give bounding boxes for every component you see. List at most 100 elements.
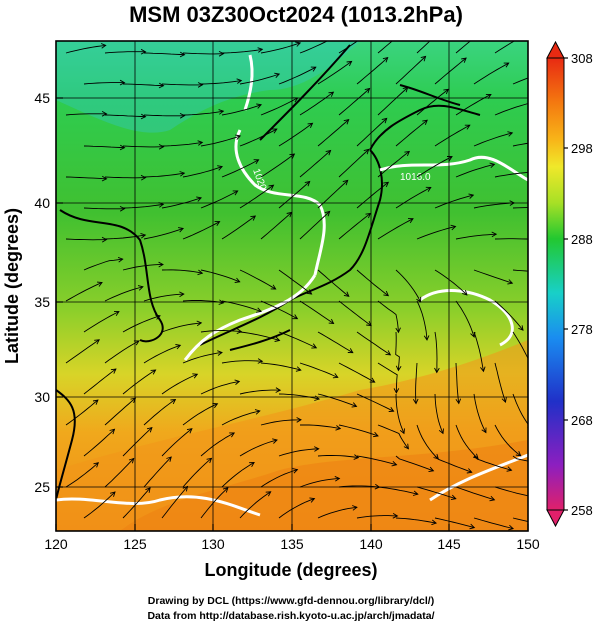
streamline (395, 517, 437, 524)
streamline (473, 331, 484, 372)
streamline-arrowhead (179, 51, 186, 58)
streamline (143, 227, 184, 240)
streamline-arrowhead (383, 290, 390, 297)
streamline (494, 103, 528, 116)
streamline-arrowhead (109, 491, 116, 497)
streamline (122, 427, 153, 457)
streamline (317, 269, 350, 297)
streamline (416, 88, 449, 116)
streamline (455, 486, 495, 501)
streamline (260, 469, 298, 488)
streamline (299, 424, 341, 430)
wind-streamlines (65, 41, 534, 531)
streamline (434, 455, 472, 473)
streamline-arrowhead (425, 186, 432, 192)
streamline (182, 52, 224, 55)
x-tick-label: 120 (44, 536, 68, 552)
streamline-arrowhead (192, 373, 199, 379)
streamline-arrowhead (257, 358, 264, 364)
streamline (200, 330, 242, 333)
streamline-arrowhead (140, 232, 147, 239)
streamline (104, 340, 140, 364)
streamline (377, 362, 398, 393)
streamline-arrowhead (214, 221, 221, 227)
streamline-arrowhead (179, 171, 186, 177)
streamline-arrowhead (468, 193, 475, 199)
streamline (239, 184, 274, 209)
streamline (434, 194, 474, 209)
streamline-arrowhead (412, 398, 419, 405)
streamline (338, 485, 380, 488)
streamline (377, 87, 409, 116)
streamline (200, 190, 238, 209)
streamline (395, 56, 426, 85)
streamline-arrowhead (101, 175, 108, 182)
streamline (356, 269, 389, 297)
streamline-arrowhead (489, 495, 496, 502)
colorbar-tick-label: 278 (571, 322, 593, 337)
streamline (377, 486, 418, 495)
streamline (512, 269, 528, 272)
y-tick-label: 45 (34, 90, 50, 106)
streamline (200, 380, 240, 395)
streamline-arrowhead (529, 362, 533, 367)
streamline-arrowhead (292, 468, 299, 474)
streamline (161, 486, 188, 519)
streamline (221, 159, 259, 178)
streamline (317, 119, 349, 147)
streamline-arrowhead (529, 101, 534, 106)
streamline (377, 218, 414, 240)
streamline (377, 41, 393, 54)
streamline-arrowhead (256, 307, 262, 313)
streamline-arrowhead (352, 505, 358, 511)
streamline (260, 419, 302, 426)
streamline (317, 393, 357, 407)
cold-region-northeast (56, 41, 360, 133)
streamline-arrowhead (119, 205, 126, 212)
streamline (299, 41, 329, 54)
streamline (434, 124, 471, 147)
streamline-arrowhead (158, 144, 165, 150)
streamline (317, 506, 357, 519)
streamline (278, 269, 312, 295)
credit-data-source: Data from http://database.rish.kyoto-u.a… (147, 610, 434, 622)
streamline (494, 172, 528, 178)
streamline (473, 455, 512, 471)
streamline-arrowhead (113, 310, 120, 316)
streamline-arrowhead (265, 491, 272, 497)
streamline-arrowhead (182, 485, 189, 492)
streamline-arrowhead (328, 91, 335, 97)
x-tick-label: 140 (359, 536, 383, 552)
streamline-arrowhead (236, 328, 243, 335)
streamline (104, 234, 146, 240)
streamline (182, 403, 218, 426)
streamline-arrowhead (92, 399, 99, 405)
x-tick-label: 145 (437, 536, 461, 552)
streamline-arrowhead (309, 497, 316, 503)
streamline (434, 57, 467, 85)
streamline-arrowhead (272, 438, 278, 444)
streamline-arrowhead (175, 344, 182, 350)
streamline (278, 393, 320, 400)
y-tick-label: 40 (34, 195, 50, 211)
streamline-arrowhead (140, 113, 147, 120)
streamline-arrowhead (268, 184, 275, 190)
streamline (161, 322, 202, 333)
streamline-arrowhead (257, 47, 264, 53)
streamline-arrowhead (434, 367, 440, 374)
streamline-arrowhead (179, 291, 185, 298)
streamline (161, 428, 193, 457)
streamline-arrowhead (392, 513, 399, 519)
streamline (239, 331, 280, 341)
streamline (416, 424, 439, 460)
colorbar-top-arrow (546, 40, 565, 59)
streamline-arrowhead (473, 453, 479, 460)
streamline (299, 477, 340, 488)
streamline (434, 517, 475, 529)
streamline-arrowhead (438, 428, 444, 435)
streamline (122, 203, 164, 209)
streamline-arrowhead (254, 409, 261, 415)
streamline-arrowhead (133, 340, 140, 346)
streamline-arrowhead (128, 457, 135, 464)
streamline-arrowhead (364, 87, 371, 94)
